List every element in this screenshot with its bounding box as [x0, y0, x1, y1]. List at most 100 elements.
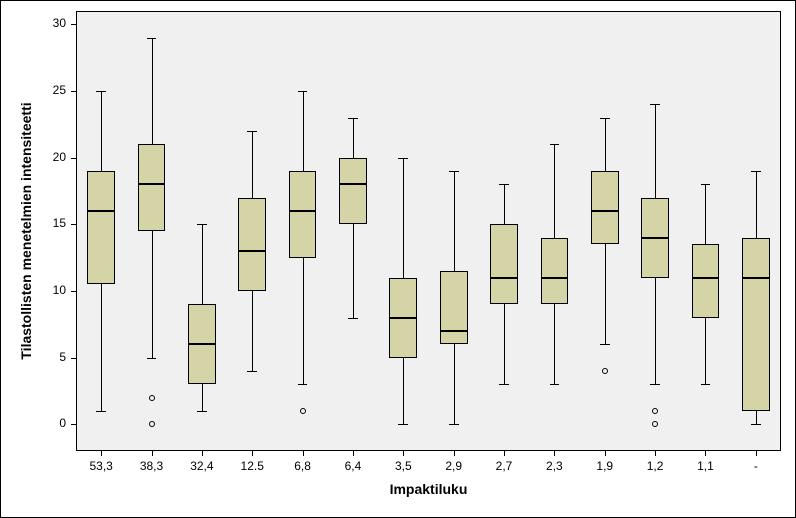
- whisker: [705, 318, 706, 385]
- outlier-marker: [300, 408, 306, 414]
- whisker-cap: [348, 118, 358, 119]
- median-line: [641, 237, 669, 239]
- median-line: [541, 277, 569, 279]
- whisker-cap: [550, 384, 560, 385]
- whisker-cap: [298, 384, 308, 385]
- whisker-cap: [751, 171, 761, 172]
- median-line: [742, 277, 770, 279]
- whisker-cap: [550, 144, 560, 145]
- whisker: [152, 38, 153, 145]
- box: [440, 271, 468, 344]
- x-tick: [303, 451, 304, 456]
- x-tick: [705, 451, 706, 456]
- y-tick-label: 10: [41, 283, 66, 297]
- x-tick: [454, 451, 455, 456]
- whisker: [202, 224, 203, 304]
- x-tick-label: -: [731, 459, 781, 473]
- x-tick-label: 2,7: [479, 459, 529, 473]
- x-axis-label: Impaktiluku: [76, 481, 781, 497]
- y-tick-label: 15: [41, 216, 66, 230]
- x-tick: [655, 451, 656, 456]
- whisker-cap: [147, 358, 157, 359]
- median-line: [138, 183, 166, 185]
- median-line: [238, 250, 266, 252]
- whisker: [202, 384, 203, 411]
- median-line: [692, 277, 720, 279]
- box: [289, 171, 317, 258]
- whisker-cap: [96, 91, 106, 92]
- whisker: [252, 291, 253, 371]
- box: [87, 171, 115, 284]
- x-tick-label: 6,4: [328, 459, 378, 473]
- median-line: [87, 210, 115, 212]
- whisker-cap: [701, 184, 711, 185]
- x-tick-label: 32,4: [177, 459, 227, 473]
- x-tick: [101, 451, 102, 456]
- whisker: [303, 258, 304, 385]
- whisker-cap: [499, 384, 509, 385]
- whisker: [756, 171, 757, 238]
- median-line: [289, 210, 317, 212]
- x-tick-label: 1,1: [680, 459, 730, 473]
- y-tick-label: 30: [41, 16, 66, 30]
- y-tick: [71, 291, 76, 292]
- whisker: [403, 358, 404, 425]
- y-axis-label: Tilastollisten menetelmien intensiteetti: [18, 91, 34, 371]
- outlier-marker: [602, 368, 608, 374]
- y-tick-label: 5: [41, 350, 66, 364]
- x-tick: [504, 451, 505, 456]
- x-tick-label: 2,3: [529, 459, 579, 473]
- x-tick: [403, 451, 404, 456]
- box: [339, 158, 367, 225]
- box: [591, 171, 619, 244]
- box: [692, 244, 720, 317]
- x-tick-label: 1,9: [580, 459, 630, 473]
- box: [238, 198, 266, 291]
- x-tick: [152, 451, 153, 456]
- whisker: [705, 184, 706, 244]
- outlier-marker: [149, 421, 155, 427]
- x-tick-label: 12.5: [227, 459, 277, 473]
- whisker: [403, 158, 404, 278]
- boxplot-chart: Tilastollisten menetelmien intensiteetti…: [0, 0, 796, 518]
- x-tick: [353, 451, 354, 456]
- y-tick: [71, 24, 76, 25]
- whisker-cap: [298, 91, 308, 92]
- whisker-cap: [499, 184, 509, 185]
- x-tick: [202, 451, 203, 456]
- whisker: [353, 224, 354, 317]
- whisker-cap: [701, 384, 711, 385]
- x-tick-label: 3,5: [378, 459, 428, 473]
- x-tick-label: 38,3: [126, 459, 176, 473]
- whisker-cap: [449, 171, 459, 172]
- whisker: [252, 131, 253, 198]
- whisker: [554, 144, 555, 237]
- whisker-cap: [398, 424, 408, 425]
- box: [138, 144, 166, 231]
- whisker: [101, 91, 102, 171]
- whisker: [504, 304, 505, 384]
- plot-area: [76, 11, 781, 451]
- x-tick-label: 6,8: [277, 459, 327, 473]
- median-line: [591, 210, 619, 212]
- median-line: [389, 317, 417, 319]
- y-tick-label: 0: [41, 416, 66, 430]
- x-tick: [605, 451, 606, 456]
- whisker-cap: [398, 158, 408, 159]
- y-tick: [71, 158, 76, 159]
- box: [490, 224, 518, 304]
- whisker-cap: [600, 118, 610, 119]
- x-tick-label: 2,9: [429, 459, 479, 473]
- whisker: [605, 118, 606, 171]
- median-line: [440, 330, 468, 332]
- whisker-cap: [96, 411, 106, 412]
- whisker-cap: [600, 344, 610, 345]
- x-tick: [756, 451, 757, 456]
- median-line: [188, 343, 216, 345]
- whisker: [454, 171, 455, 271]
- box: [742, 238, 770, 411]
- whisker-cap: [147, 38, 157, 39]
- whisker: [454, 344, 455, 424]
- y-tick-label: 25: [41, 83, 66, 97]
- whisker: [554, 304, 555, 384]
